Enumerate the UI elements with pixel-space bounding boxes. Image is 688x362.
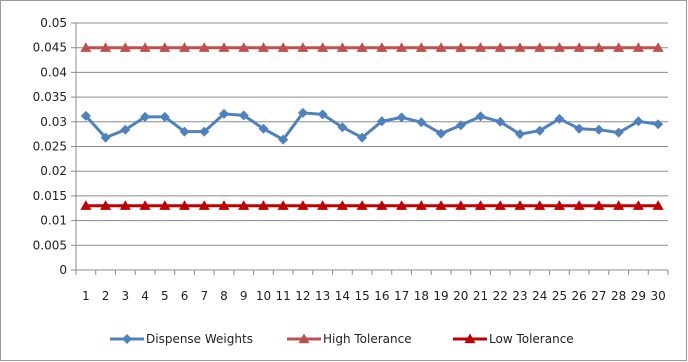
- x-tick-label: 8: [220, 289, 228, 303]
- x-tick-label: 26: [572, 289, 587, 303]
- x-tick-label: 12: [295, 289, 310, 303]
- x-tick-label: 3: [122, 289, 130, 303]
- x-tick-label: 17: [394, 289, 409, 303]
- x-tick-label: 14: [335, 289, 350, 303]
- x-tick-label: 19: [433, 289, 448, 303]
- x-tick-label: 30: [650, 289, 665, 303]
- y-tick-label: 0.035: [33, 90, 67, 104]
- x-tick-label: 2: [102, 289, 110, 303]
- legend-label: Low Tolerance: [489, 332, 574, 346]
- legend-label: Dispense Weights: [146, 332, 253, 346]
- x-tick-label: 1: [82, 289, 90, 303]
- x-tick-label: 5: [161, 289, 169, 303]
- y-tick-label: 0.03: [40, 115, 67, 129]
- x-tick-label: 10: [256, 289, 271, 303]
- legend: Dispense Weights High Tolerance Low Tolera…: [110, 332, 574, 346]
- x-tick-label: 11: [276, 289, 291, 303]
- y-tick-label: 0.02: [40, 164, 67, 178]
- x-tick-label: 24: [532, 289, 547, 303]
- x-tick-label: 16: [374, 289, 389, 303]
- x-tick-label: 22: [493, 289, 508, 303]
- y-tick-label: 0: [59, 263, 67, 277]
- y-tick-label: 0.01: [40, 214, 67, 228]
- x-tick-label: 7: [200, 289, 208, 303]
- legend-label: High Tolerance: [323, 332, 412, 346]
- y-tick-label: 0.05: [40, 16, 67, 30]
- y-tick-label: 0.025: [33, 140, 67, 154]
- x-tick-label: 4: [141, 289, 149, 303]
- x-tick-label: 6: [181, 289, 189, 303]
- x-tick-label: 21: [473, 289, 488, 303]
- y-tick-label: 0.04: [40, 65, 67, 79]
- x-tick-label: 9: [240, 289, 248, 303]
- x-tick-label: 29: [631, 289, 646, 303]
- x-tick-label: 18: [414, 289, 429, 303]
- x-tick-label: 23: [512, 289, 527, 303]
- x-tick-label: 13: [315, 289, 330, 303]
- x-tick-label: 20: [453, 289, 468, 303]
- x-tick-label: 25: [552, 289, 567, 303]
- y-tick-label: 0.005: [33, 238, 67, 252]
- x-tick-label: 15: [354, 289, 369, 303]
- x-tick-label: 27: [591, 289, 606, 303]
- y-tick-label: 0.045: [33, 41, 67, 55]
- x-tick-label: 28: [611, 289, 626, 303]
- y-tick-label: 0.015: [33, 189, 67, 203]
